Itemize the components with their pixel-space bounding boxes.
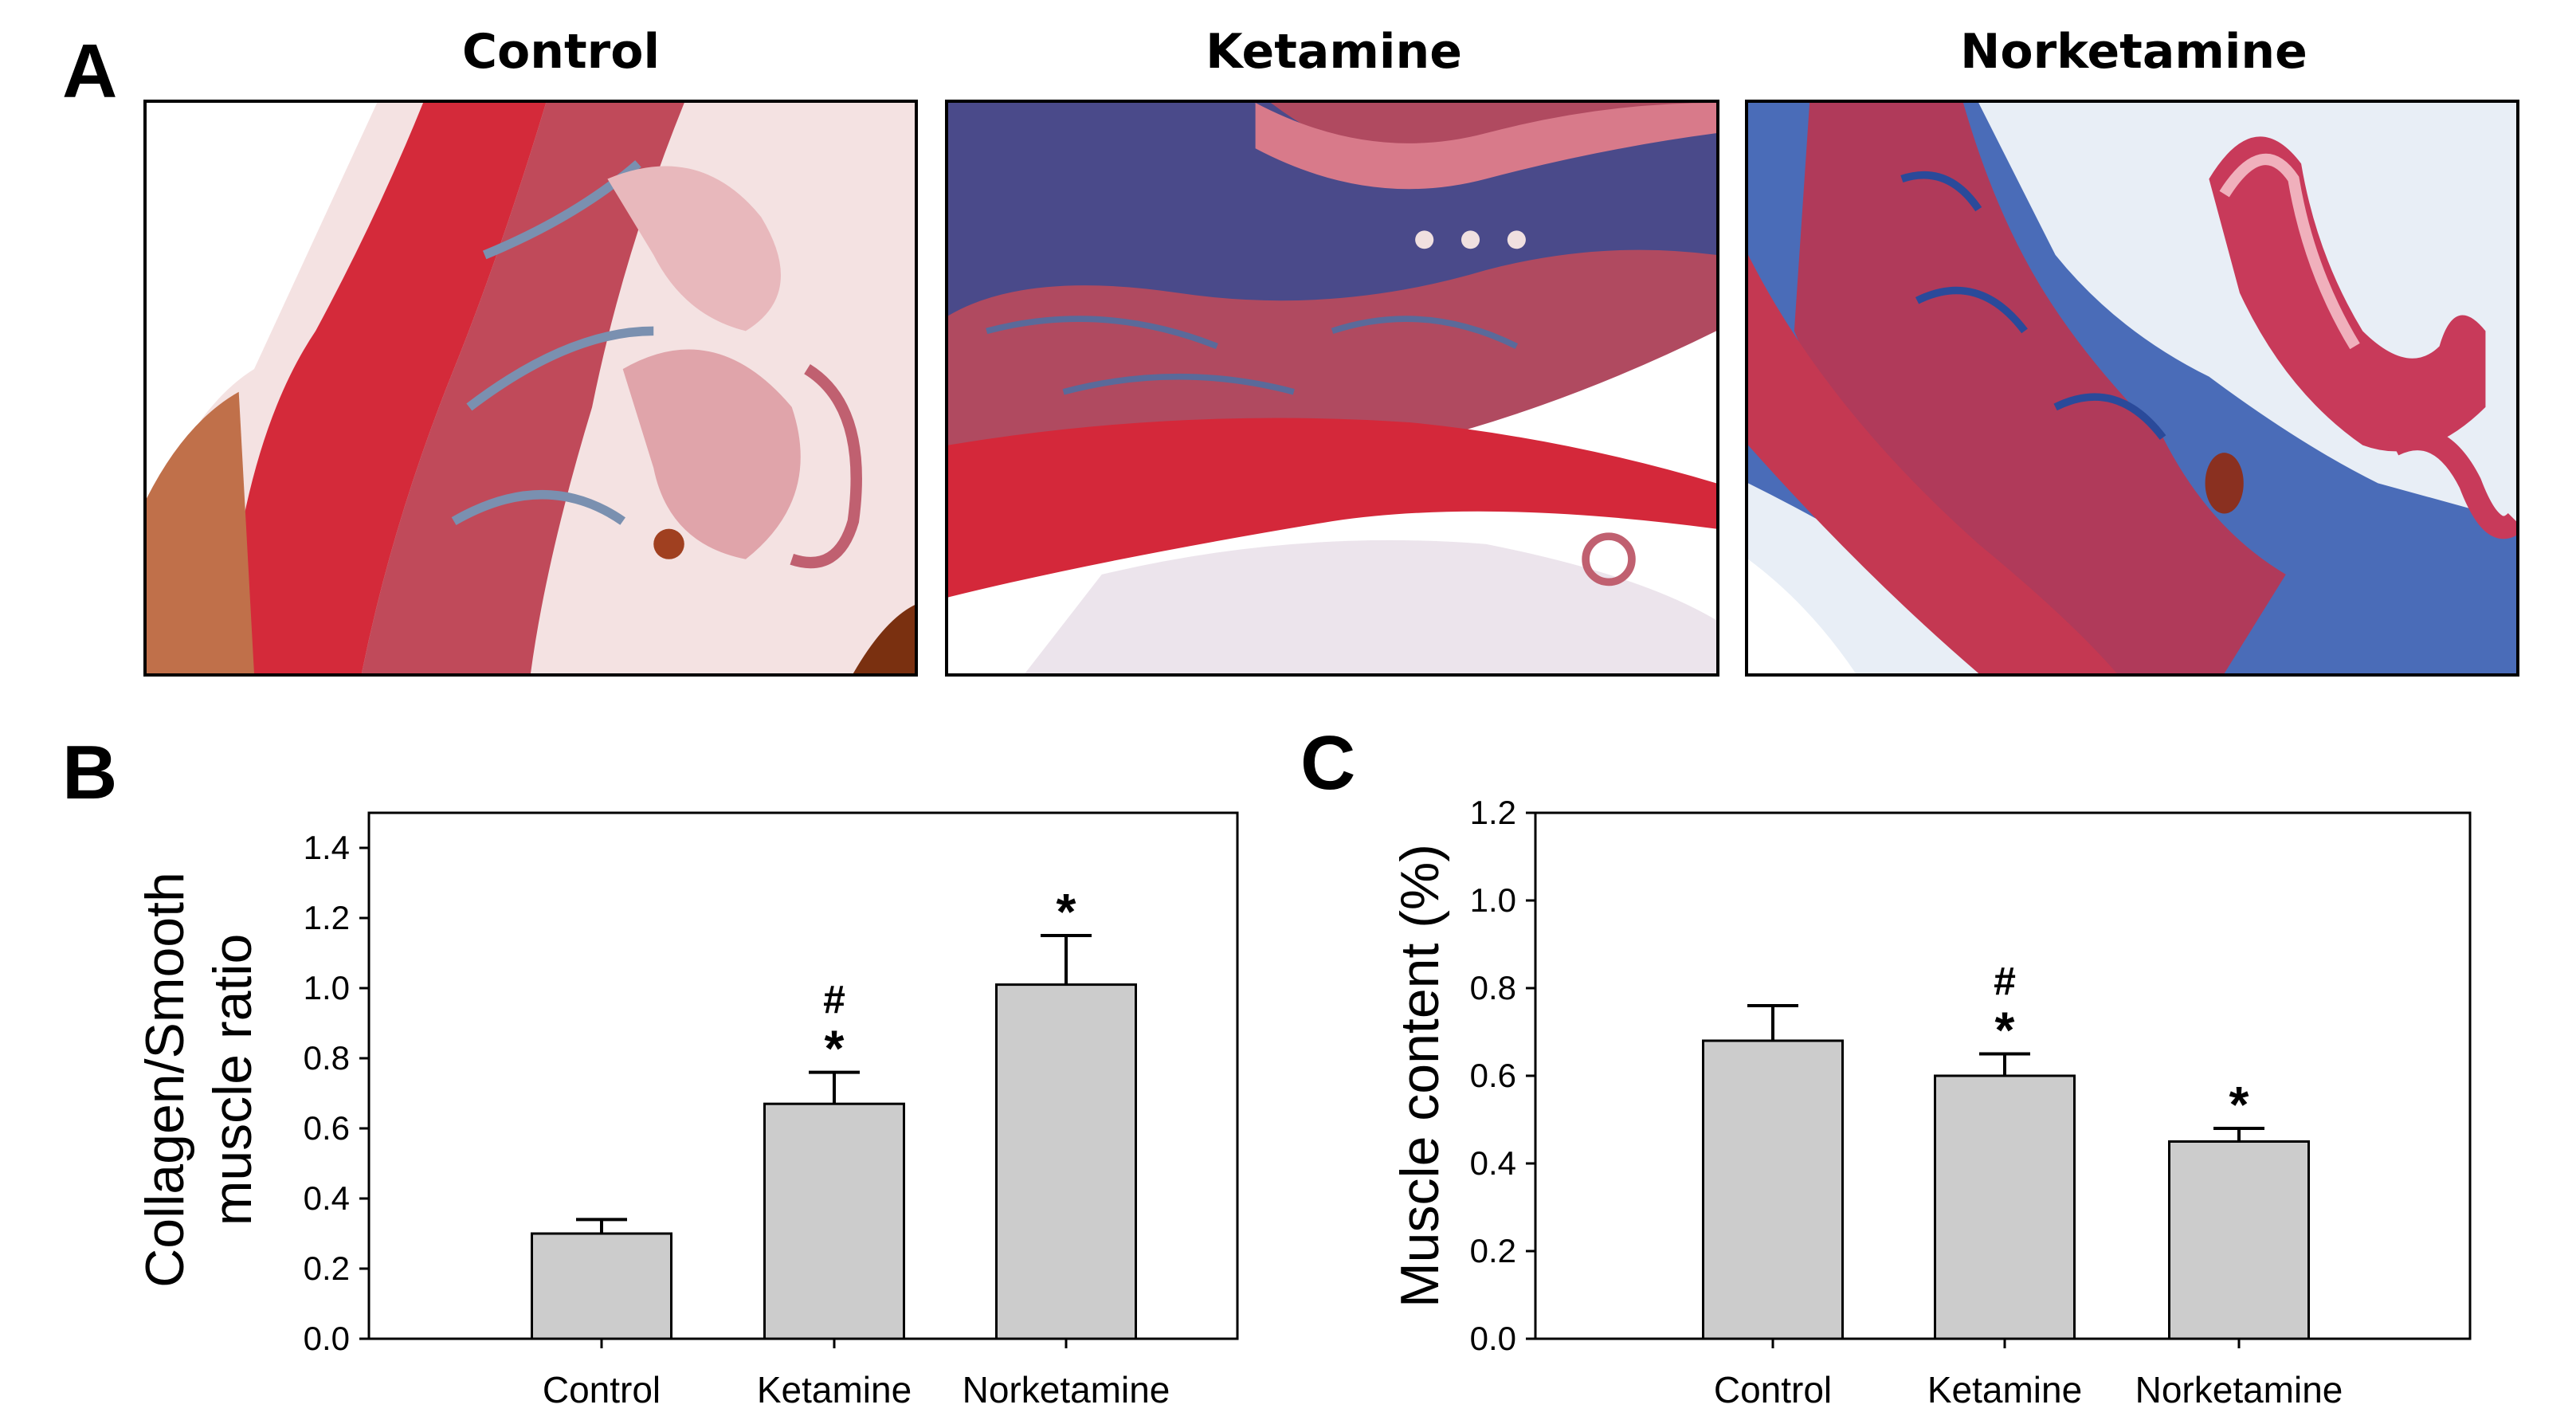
chart-b-ytick-label-7: 1.4 — [304, 829, 350, 866]
title-ketamine: Ketamine — [1206, 24, 1462, 80]
chart-b-ytick-label-0: 0.0 — [304, 1320, 350, 1357]
chart-b-ytick-label-3: 0.6 — [304, 1109, 350, 1147]
chart-b-xtick-label-2: Norketamine — [963, 1369, 1170, 1410]
bar-chart-c: Muscle content (%) 0.0 0.2 0.4 0.6 0.8 1.0 1.2… — [1390, 794, 2472, 1410]
chart-c-bar-norketamine — [2168, 1140, 2310, 1340]
chart-c-plot: 0.00.20.40.60.81.01.2Control*#Ketamine*N… — [1470, 794, 2472, 1410]
chart-b-annotation-1-0: * — [825, 1020, 845, 1077]
chart-b-ylabel-group: Collagen/Smooth muscle ratio — [135, 872, 263, 1288]
chart-c-xtick-label-1: Ketamine — [1927, 1369, 2082, 1410]
histology-image-norketamine — [1745, 100, 2519, 677]
histology-image-control — [143, 100, 918, 677]
chart-b-annotation-2-0: * — [1057, 883, 1076, 940]
chart-c-ylabel: Muscle content (%) — [1390, 844, 1450, 1308]
chart-b-bar-control — [531, 1232, 672, 1340]
chart-b-ylabel-line1: Collagen/Smooth — [135, 872, 195, 1288]
chart-c-ytick-label-3: 0.6 — [1470, 1057, 1516, 1094]
chart-b-bar-norketamine — [995, 983, 1137, 1340]
chart-c-ytick-label-0: 0.0 — [1470, 1320, 1516, 1357]
chart-c-ytick-label-6: 1.2 — [1470, 794, 1516, 831]
chart-c-annotation-2-0: * — [2229, 1076, 2249, 1133]
chart-b-bar-ketamine — [763, 1102, 905, 1340]
chart-b-xtick-label-1: Ketamine — [757, 1369, 912, 1410]
chart-b-ytick-label-5: 1.0 — [304, 969, 350, 1006]
histology-control-art — [147, 103, 915, 673]
histology-ketamine-art — [948, 103, 1716, 673]
chart-c-xtick-label-2: Norketamine — [2135, 1369, 2343, 1410]
panel-letter-c: C — [1300, 720, 1356, 806]
chart-b-xtick-label-0: Control — [543, 1369, 661, 1410]
bar-chart-b: Collagen/Smooth muscle ratio 0.0 0.2 0.4 0.… — [135, 811, 1239, 1410]
chart-b-annotation-1-1: # — [823, 978, 845, 1022]
chart-c-bar-ketamine — [1934, 1074, 2076, 1340]
chart-c-annotation-1-1: # — [1994, 959, 2016, 1004]
chart-b-ytick-label-4: 0.8 — [304, 1039, 350, 1077]
chart-c-xtick-label-0: Control — [1714, 1369, 1832, 1410]
chart-b-ylabel-line2: muscle ratio — [202, 934, 263, 1226]
chart-b-ytick-label-6: 1.2 — [304, 899, 350, 936]
chart-c-ytick-label-2: 0.4 — [1470, 1144, 1516, 1182]
chart-b-ytick-label-2: 0.4 — [304, 1179, 350, 1217]
chart-c-bar-control — [1702, 1039, 1844, 1340]
title-norketamine: Norketamine — [1960, 24, 2307, 80]
chart-c-ytick-label-5: 1.0 — [1470, 881, 1516, 919]
chart-c-ytick-label-1: 0.2 — [1470, 1232, 1516, 1269]
panel-letter-b: B — [62, 730, 118, 815]
panel-letter-a: A — [62, 29, 118, 114]
histology-norketamine-art — [1748, 103, 2516, 673]
chart-c-ylabel-group: Muscle content (%) — [1390, 844, 1450, 1308]
chart-c-ytick-label-4: 0.8 — [1470, 969, 1516, 1006]
chart-c-annotation-1-0: * — [1995, 1002, 2015, 1059]
title-control: Control — [461, 24, 661, 80]
chart-b-ytick-label-1: 0.2 — [304, 1250, 350, 1287]
chart-b-plot: 0.00.20.40.60.81.01.21.4Control*#Ketamin… — [304, 811, 1239, 1410]
histology-image-ketamine — [945, 100, 1719, 677]
